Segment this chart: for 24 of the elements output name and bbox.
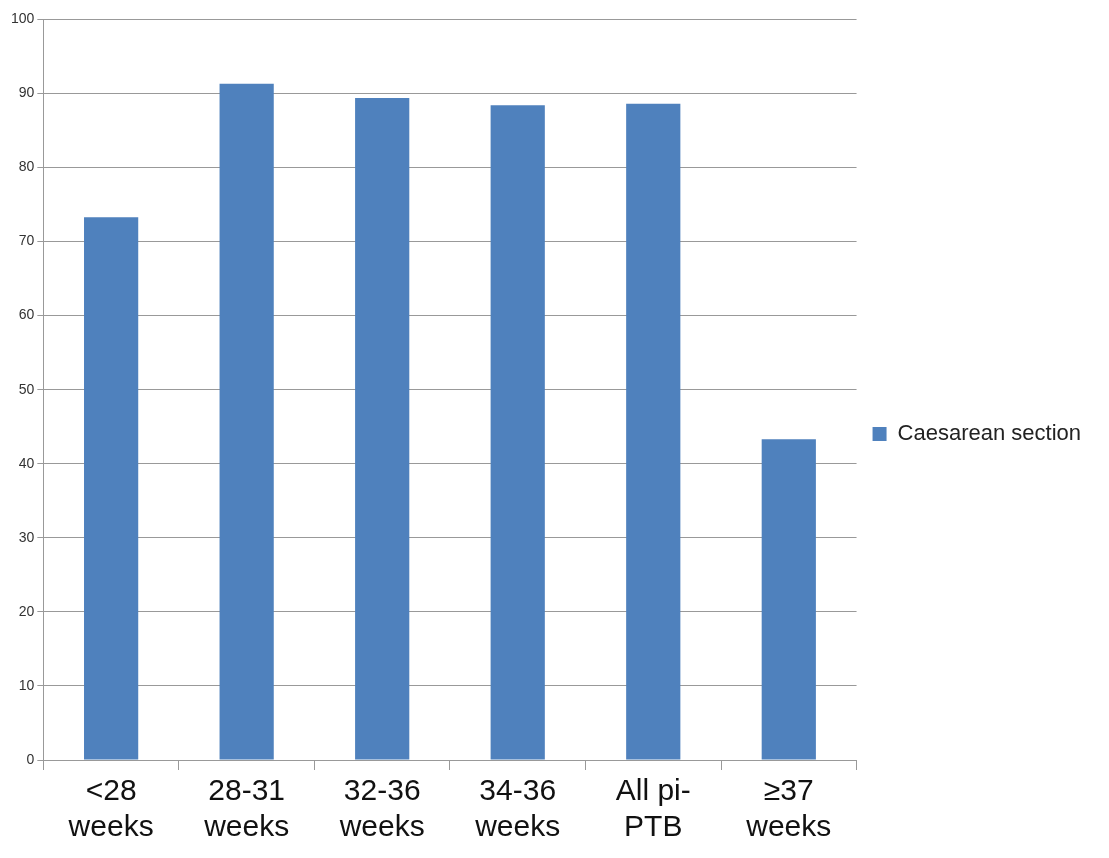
x-tick-label: 34-36 weeks xyxy=(474,773,561,843)
y-tick-label: 80 xyxy=(18,158,35,175)
y-tick-label: 90 xyxy=(18,84,35,101)
bar xyxy=(219,83,274,760)
y-tick-label: 50 xyxy=(18,380,35,397)
bar xyxy=(355,97,410,760)
x-tick-label: 28-31 weeks xyxy=(203,773,290,843)
bar xyxy=(84,217,139,760)
y-tick-label: 40 xyxy=(18,454,35,471)
y-tick-label: 30 xyxy=(18,528,35,545)
legend-label: Caesarean section xyxy=(897,420,1082,446)
bar xyxy=(490,105,545,760)
bar xyxy=(626,103,681,760)
x-tick-label: <28 weeks xyxy=(67,773,154,843)
x-tick-label: All pi-PTB xyxy=(615,773,691,843)
y-tick-label: 20 xyxy=(18,602,35,619)
y-tick-label: 0 xyxy=(26,750,35,767)
y-tick-label: 100 xyxy=(11,10,35,27)
bar xyxy=(761,439,816,760)
y-tick-label: 70 xyxy=(18,232,35,249)
y-tick-label: 10 xyxy=(18,676,35,693)
x-tick-label: ≥37 weeks xyxy=(745,773,832,843)
x-tick-label: 32-36 weeks xyxy=(338,773,425,843)
y-tick-label: 60 xyxy=(18,306,35,323)
